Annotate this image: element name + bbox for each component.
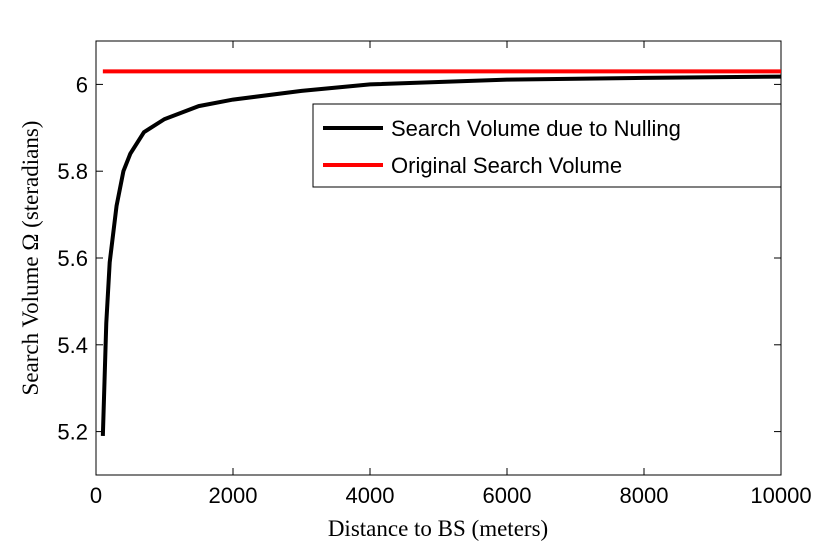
legend-label: Original Search Volume xyxy=(391,153,622,178)
series-line xyxy=(100,74,782,437)
y-tick-label: 5.4 xyxy=(57,333,88,358)
x-tick-label: 2000 xyxy=(209,483,258,508)
x-axis-label: Distance to BS (meters) xyxy=(328,516,548,541)
y-tick-label: 5.6 xyxy=(57,246,88,271)
x-tick-label: 0 xyxy=(90,483,102,508)
y-tick-label: 5.2 xyxy=(57,420,88,445)
y-axis-label: Search Volume Ω (steradians) xyxy=(18,121,43,396)
x-tick-label: 4000 xyxy=(346,483,395,508)
y-tick-label: 6 xyxy=(76,72,88,97)
x-tick-label: 10000 xyxy=(750,483,811,508)
legend-label: Search Volume due to Nulling xyxy=(391,116,681,141)
legend-box xyxy=(312,103,782,188)
x-tick-label: 8000 xyxy=(620,483,669,508)
x-tick-label: 6000 xyxy=(483,483,532,508)
y-tick-label: 5.8 xyxy=(57,159,88,184)
